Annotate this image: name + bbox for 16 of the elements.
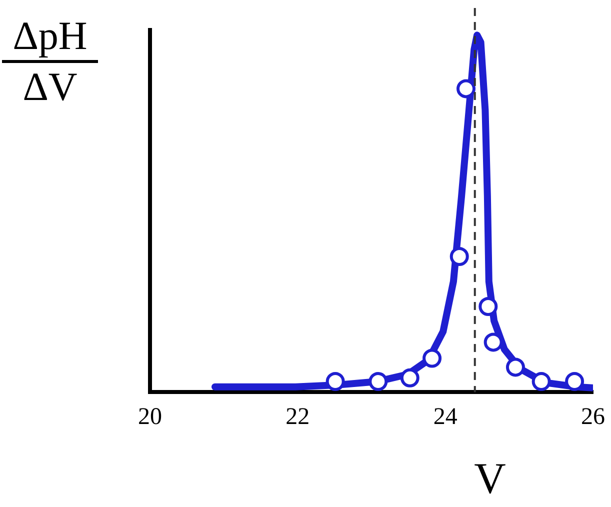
point <box>450 247 469 266</box>
x-tick-label: 24 <box>433 404 458 430</box>
point <box>478 297 498 316</box>
point <box>532 372 551 391</box>
y-axis-title: ΔpH ΔV <box>12 12 88 111</box>
point <box>326 372 345 391</box>
point <box>456 79 476 98</box>
point <box>506 358 525 377</box>
point <box>422 348 442 368</box>
point <box>368 372 388 391</box>
x-axis-title: V <box>473 454 507 503</box>
point <box>400 368 420 388</box>
point <box>565 372 584 391</box>
x-tick-label: 22 <box>286 404 310 430</box>
x-tick-label: 26 <box>581 404 605 430</box>
x-tick-label: 20 <box>138 404 162 430</box>
